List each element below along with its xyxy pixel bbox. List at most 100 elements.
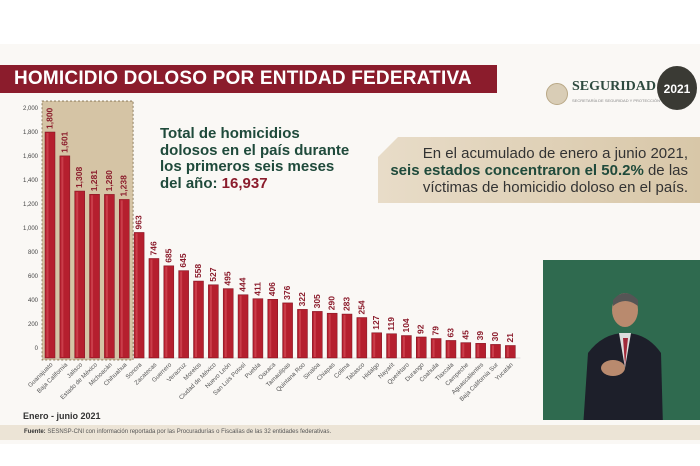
y-tick-label: 1,600 — [23, 154, 39, 160]
bar-highlight — [328, 314, 331, 357]
bar — [312, 311, 323, 359]
slide-title: HOMICIDIO DOLOSO POR ENTIDAD FEDERATIVA — [0, 65, 497, 93]
logo-subtitle: SECRETARÍA DE SEGURIDAD Y PROTECCIÓN CIU… — [572, 98, 685, 103]
bar-highlight — [105, 195, 108, 357]
total-line: del año: — [160, 174, 222, 192]
source-text: SESNSP-CNI con información reportada por… — [45, 429, 332, 435]
y-tick-label: 800 — [28, 250, 39, 256]
bar-value-label: 30 — [490, 332, 500, 342]
bar-highlight — [492, 345, 494, 357]
bar-highlight — [402, 336, 405, 357]
bar-highlight — [46, 133, 49, 357]
bar-highlight — [417, 337, 420, 357]
bar-value-label: 1,601 — [59, 131, 69, 153]
bar — [89, 194, 100, 359]
callout-highlight: seis estados concentraron el 50.2% — [390, 162, 644, 179]
bar — [222, 288, 234, 359]
bar-value-label: 63 — [445, 328, 455, 338]
bar-value-label: 21 — [505, 333, 515, 343]
bar-highlight — [477, 344, 480, 357]
coat-of-arms-icon — [546, 83, 568, 105]
bar-highlight — [239, 295, 242, 357]
bar — [416, 336, 427, 359]
bar-highlight — [195, 282, 197, 357]
bar-highlight — [506, 346, 509, 357]
bar-value-label: 254 — [356, 300, 366, 314]
bar-highlight — [120, 200, 123, 357]
total-line: Total de homicidios — [160, 125, 300, 142]
bar-value-label: 45 — [460, 330, 470, 340]
seguridad-logo: SEGURIDAD SECRETARÍA DE SEGURIDAD Y PROTE… — [546, 80, 685, 108]
bar-value-label: 92 — [416, 324, 426, 334]
y-tick-label: 2,000 — [23, 106, 39, 112]
bar — [178, 270, 189, 359]
bar-value-label: 444 — [238, 277, 248, 291]
highlight-region — [41, 100, 134, 361]
bar — [430, 338, 442, 359]
bar — [59, 155, 71, 359]
bar-highlight — [343, 315, 346, 357]
bar — [148, 258, 160, 359]
bar-value-label: 645 — [178, 253, 188, 267]
bar-value-label: 527 — [208, 267, 218, 281]
year-badge: 2021 — [657, 66, 697, 110]
bar — [119, 199, 130, 359]
bar-highlight — [165, 266, 168, 357]
bar-value-label: 746 — [148, 241, 158, 255]
bar-value-label: 495 — [223, 271, 233, 285]
bar — [386, 333, 397, 359]
total-summary: Total de homicidios dolosos en el país d… — [160, 125, 350, 192]
bar-chart: 0 200 400 600 800 1,000 1,200 1,400 1,600 1,800 2,… — [23, 100, 521, 403]
bar-highlight — [76, 192, 79, 357]
period-label: Enero - junio 2021 — [23, 411, 101, 421]
bar — [475, 343, 486, 359]
bar-highlight — [462, 343, 465, 357]
bar-highlight — [91, 195, 94, 357]
bar — [74, 190, 85, 359]
bar-value-label: 963 — [134, 215, 144, 229]
bar — [282, 302, 293, 359]
bar-value-label: 376 — [282, 285, 292, 299]
bar — [505, 345, 516, 359]
total-line: los primeros seis meses — [160, 158, 335, 175]
y-tick-label: 600 — [28, 274, 39, 280]
bar-value-label: 104 — [401, 318, 411, 332]
bar — [193, 280, 204, 359]
source-footer: Fuente: SESNSP-CNI con información repor… — [0, 425, 700, 440]
bar — [237, 294, 249, 359]
bar — [104, 194, 115, 359]
bar-value-label: 1,308 — [74, 166, 84, 188]
bar-highlight — [150, 259, 153, 357]
bar-value-label: 79 — [431, 326, 441, 336]
source-label: Fuente: — [24, 429, 46, 435]
total-line: dolosos en el país durante — [160, 141, 350, 159]
bar-value-label: 119 — [386, 317, 396, 331]
y-tick-label: 1,800 — [23, 130, 39, 136]
interpreter-figure — [583, 293, 663, 420]
bar-value-label: 1,281 — [89, 170, 99, 192]
bar — [133, 232, 145, 359]
bar-value-label: 322 — [297, 292, 307, 306]
total-value: 16,937 — [221, 174, 268, 192]
bar-highlight — [224, 289, 227, 357]
bar-highlight — [61, 156, 64, 357]
bar-highlight — [180, 271, 183, 357]
bar-value-label: 1,238 — [119, 175, 129, 197]
bar — [401, 335, 412, 359]
bar — [371, 332, 382, 359]
bar-highlight — [269, 300, 272, 357]
bar — [208, 284, 219, 359]
bar — [297, 309, 308, 359]
callout-box: En el acumulado de enero a junio 2021, s… — [378, 137, 700, 203]
y-tick-label: 0 — [35, 346, 39, 352]
x-category-label: Hidalgo — [361, 361, 381, 381]
logo-text: SEGURIDAD — [572, 79, 657, 94]
bar — [356, 317, 368, 359]
bar — [267, 299, 278, 359]
bar-highlight — [358, 318, 361, 357]
bar-highlight — [209, 285, 212, 357]
bar-highlight — [135, 233, 138, 357]
bar — [341, 313, 353, 359]
bar-highlight — [432, 339, 435, 357]
bar-value-label: 685 — [163, 248, 173, 262]
